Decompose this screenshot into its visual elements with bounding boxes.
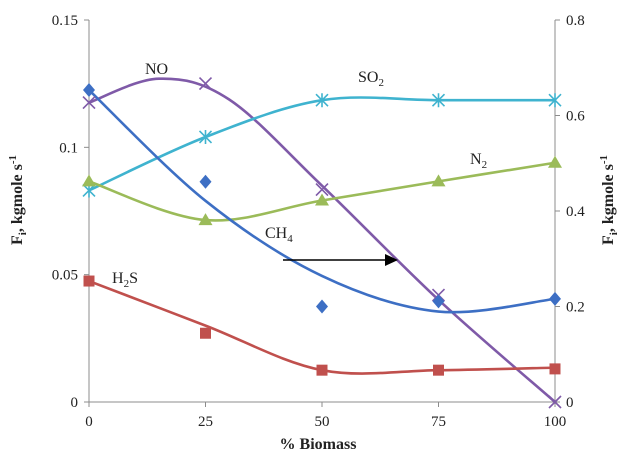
marker-so2 bbox=[198, 129, 213, 144]
tick-labels: 0 25 50 75 100 0 0.05 0.1 0.15 0 0.2 0.4 0.6 0.8 bbox=[52, 13, 586, 430]
marker-no bbox=[548, 395, 562, 409]
marker-n2 bbox=[431, 174, 446, 187]
series-curve-ch4 bbox=[88, 89, 556, 314]
series-label-ch4: CH4 bbox=[265, 225, 293, 245]
y-left-tick-label: 0.05 bbox=[52, 268, 78, 284]
marker-h2s bbox=[200, 327, 211, 339]
series-labels: NO SO2 N2 CH4 H2S bbox=[112, 61, 487, 290]
y-left-tick-label: 0.15 bbox=[52, 13, 78, 29]
marker-ch4 bbox=[316, 299, 328, 314]
marker-h2s bbox=[316, 364, 328, 376]
marker-n2 bbox=[315, 193, 329, 206]
marker-no bbox=[198, 76, 213, 91]
marker-n2 bbox=[82, 174, 96, 187]
marker-so2 bbox=[431, 93, 446, 108]
x-axis-title: % Biomass bbox=[280, 436, 357, 453]
marker-so2 bbox=[315, 93, 329, 108]
marker-no bbox=[82, 96, 96, 110]
y-right-tick-label: 0 bbox=[566, 395, 574, 411]
marker-h2s bbox=[549, 363, 561, 375]
annotation-arrow bbox=[283, 254, 398, 266]
y-right-tick-label: 0.6 bbox=[566, 109, 585, 125]
marker-ch4 bbox=[199, 174, 212, 189]
series-markers bbox=[82, 76, 562, 409]
x-tick-label: 50 bbox=[315, 414, 330, 430]
marker-h2s bbox=[83, 275, 95, 287]
series-curve-h2s bbox=[88, 279, 556, 375]
y-left-tick-label: 0 bbox=[71, 395, 79, 411]
y-left-tick-label: 0.1 bbox=[59, 140, 78, 156]
y-right-tick-label: 0.4 bbox=[566, 204, 585, 220]
marker-h2s bbox=[433, 364, 444, 376]
x-tick-label: 100 bbox=[544, 414, 567, 430]
marker-n2 bbox=[548, 155, 562, 168]
x-tick-label: 75 bbox=[431, 414, 446, 430]
series-curve-n2 bbox=[88, 161, 556, 222]
y-right-tick-label: 0.8 bbox=[566, 13, 585, 29]
marker-no bbox=[315, 182, 329, 197]
x-tick-label: 0 bbox=[85, 414, 93, 430]
marker-ch4 bbox=[432, 294, 445, 309]
series-curve-no bbox=[88, 77, 556, 403]
y-right-tick-label: 0.2 bbox=[566, 300, 585, 316]
marker-ch4 bbox=[549, 291, 561, 306]
series-curves bbox=[88, 77, 556, 403]
marker-so2 bbox=[548, 93, 562, 108]
marker-n2 bbox=[198, 213, 213, 226]
x-tick-label: 25 bbox=[198, 414, 213, 430]
y-axis-right-title: Fi, kgmole s-1 bbox=[598, 155, 620, 245]
axes bbox=[84, 19, 560, 407]
series-label-no: NO bbox=[145, 61, 168, 78]
series-label-h2s: H2S bbox=[112, 270, 138, 290]
y-axis-left-title: Fi, kgmole s-1 bbox=[7, 155, 29, 245]
series-label-so2: SO2 bbox=[358, 69, 384, 89]
series-label-n2: N2 bbox=[470, 151, 487, 171]
series-curve-so2 bbox=[88, 96, 555, 192]
marker-ch4 bbox=[83, 83, 95, 98]
